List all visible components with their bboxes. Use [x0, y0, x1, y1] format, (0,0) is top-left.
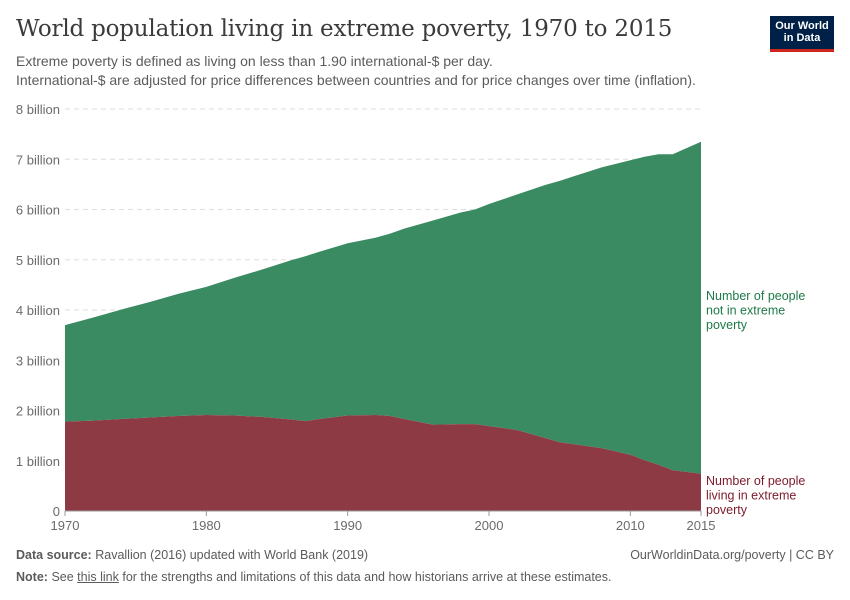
label-not-in-extreme-poverty-line: not in extreme	[706, 304, 785, 318]
label-extreme-poverty-line: living in extreme	[706, 489, 796, 503]
note-link[interactable]: this link	[77, 570, 119, 584]
area-extreme-poverty	[65, 415, 701, 511]
x-tick-label: 1970	[51, 518, 80, 533]
y-tick-label: 6 billion	[16, 203, 60, 218]
x-tick-label: 2000	[475, 518, 504, 533]
y-tick-label: 2 billion	[16, 404, 60, 419]
label-extreme-poverty-line: Number of people	[706, 474, 805, 488]
y-tick-label: 8 billion	[16, 102, 60, 117]
y-tick-label: 1 billion	[16, 454, 60, 469]
x-tick-label: 1980	[192, 518, 221, 533]
data-source: Data source: Ravallion (2016) updated wi…	[16, 548, 368, 562]
subtitle-line-2: International-$ are adjusted for price d…	[16, 72, 696, 88]
x-tick-label: 1990	[333, 518, 362, 533]
chart-title: World population living in extreme pover…	[16, 16, 673, 42]
label-not-in-extreme-poverty: Number of people not in extreme poverty	[706, 289, 805, 332]
owid-logo[interactable]: Our World in Data	[770, 16, 834, 52]
note-pre: See	[51, 570, 74, 584]
label-extreme-poverty: Number of people living in extreme poverty	[706, 474, 805, 517]
logo-line-1: Our World	[775, 20, 829, 32]
label-not-in-extreme-poverty-line: Number of people	[706, 289, 805, 303]
footer-url[interactable]: OurWorldinData.org/poverty | CC BY	[630, 548, 834, 562]
y-tick-label: 0	[53, 504, 60, 519]
x-tick-label: 2010	[616, 518, 645, 533]
x-tick-label: 2015	[687, 518, 716, 533]
note-label: Note:	[16, 570, 48, 584]
subtitle-line-1: Extreme poverty is defined as living on …	[16, 53, 493, 69]
label-not-in-extreme-poverty-line: poverty	[706, 318, 748, 332]
chart-subtitle: Extreme poverty is defined as living on …	[16, 52, 756, 90]
note-post: for the strengths and limitations of thi…	[122, 570, 612, 584]
area-not-in-extreme-poverty	[65, 141, 701, 474]
y-tick-label: 3 billion	[16, 353, 60, 368]
label-extreme-poverty-line: poverty	[706, 503, 748, 517]
y-tick-label: 5 billion	[16, 253, 60, 268]
y-tick-label: 4 billion	[16, 303, 60, 318]
source-text: Ravallion (2016) updated with World Bank…	[95, 548, 369, 562]
source-label: Data source:	[16, 548, 92, 562]
footer-note: Note: See this link for the strengths an…	[16, 570, 612, 584]
logo-line-2: in Data	[783, 32, 821, 44]
y-tick-label: 7 billion	[16, 152, 60, 167]
